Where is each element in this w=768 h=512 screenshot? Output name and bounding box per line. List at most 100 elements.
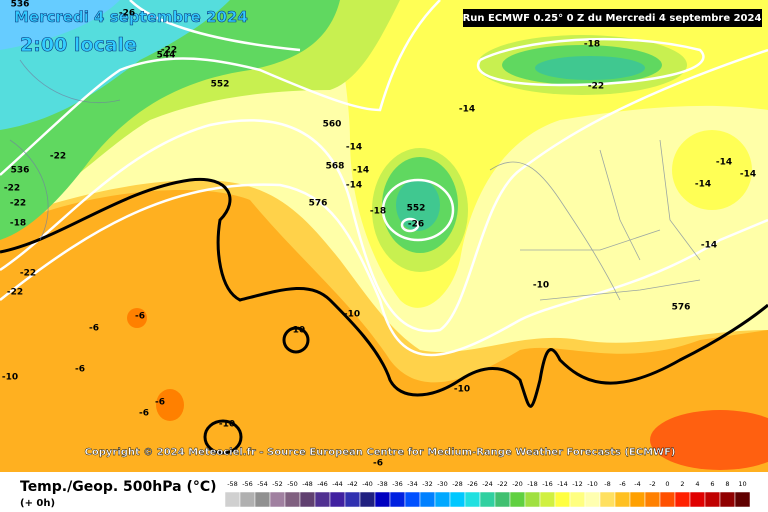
legend-swatch xyxy=(734,491,751,508)
legend-swatch xyxy=(299,491,316,508)
legend-swatch xyxy=(359,491,376,508)
contour-label: 568 xyxy=(326,162,345,172)
legend-label: -58 xyxy=(227,480,238,488)
contour-label: -22 xyxy=(161,46,177,56)
contour-label: -10 xyxy=(454,385,470,395)
date-label: Mercredi 4 septembre 2024 xyxy=(14,8,248,26)
legend-swatch xyxy=(239,491,256,508)
contour-label: -18 xyxy=(10,219,26,229)
contour-label: -14 xyxy=(346,181,362,191)
legend-swatch xyxy=(314,491,331,508)
color-legend: -58 -56 -54 -52 -50 -48 -46 -44 -42 -40 -38 -36 -34-… xyxy=(224,480,751,508)
legend-swatch xyxy=(449,491,466,508)
legend-label: -24 xyxy=(482,480,493,488)
legend-swatch xyxy=(344,491,361,508)
legend-label: -26 xyxy=(467,480,478,488)
legend-swatch xyxy=(539,491,556,508)
legend-label: 4 xyxy=(695,480,699,488)
contour-label: 576 xyxy=(309,199,328,209)
contour-label: 536 xyxy=(11,166,30,176)
legend-label: -48 xyxy=(302,480,313,488)
contour-label: -10 xyxy=(289,326,305,336)
legend-swatch xyxy=(584,491,601,508)
contour-label: -14 xyxy=(716,158,732,168)
legend-label: -6 xyxy=(619,480,625,488)
time-label: 2:00 locale xyxy=(20,34,137,56)
legend-swatch xyxy=(404,491,421,508)
footer-step: (+ 0h) xyxy=(20,498,55,509)
legend-swatch xyxy=(494,491,511,508)
contour-lines xyxy=(0,0,768,357)
footer-title: Temp./Geop. 500hPa (°C) xyxy=(20,479,217,495)
legend-swatch xyxy=(554,491,571,508)
legend-swatch xyxy=(644,491,661,508)
contour-label: -26 xyxy=(408,220,424,230)
contour-label: 552 xyxy=(407,204,426,214)
legend-label: -8 xyxy=(604,480,610,488)
legend-label: -2 xyxy=(649,480,655,488)
legend-label: -4 xyxy=(634,480,640,488)
contour-label: -22 xyxy=(4,184,20,194)
legend-swatch xyxy=(434,491,451,508)
contour-label: -10 xyxy=(533,281,549,291)
contour-label: -14 xyxy=(740,170,756,180)
contour-label: -22 xyxy=(7,288,23,298)
contour-label: -14 xyxy=(695,180,711,190)
borders xyxy=(9,59,701,301)
contour-label: -10 xyxy=(344,310,360,320)
legend-swatch xyxy=(374,491,391,508)
legend-label: -46 xyxy=(317,480,328,488)
run-label: Run ECMWF 0.25° 0 Z du Mercredi 4 septem… xyxy=(463,13,762,24)
legend-swatch xyxy=(254,491,271,508)
legend-label: -22 xyxy=(497,480,508,488)
contour-label: -14 xyxy=(701,241,717,251)
contour-label: -22 xyxy=(20,269,36,279)
contour-labels: -26544-22552536536-22-22-22-18-22-22560-… xyxy=(2,0,756,469)
legend-label: -18 xyxy=(527,480,538,488)
contour-label: -6 xyxy=(75,365,85,375)
legend-label: -50 xyxy=(287,480,298,488)
legend-swatch xyxy=(389,491,406,508)
contour-label: -6 xyxy=(135,312,145,322)
legend-swatch xyxy=(674,491,691,508)
legend-label: 8 xyxy=(725,480,729,488)
legend-label: -20 xyxy=(512,480,523,488)
contour-label: -18 xyxy=(370,207,386,217)
contour-label: -22 xyxy=(588,82,604,92)
run-box xyxy=(463,9,762,27)
contour-label: -6 xyxy=(89,324,99,334)
legend-label: -30 xyxy=(437,480,448,488)
legend-label: -44 xyxy=(332,480,343,488)
contour-label: 536 xyxy=(11,0,30,10)
contour-label: -14 xyxy=(459,105,475,115)
contour-label: 552 xyxy=(211,80,230,90)
legend-swatch xyxy=(704,491,721,508)
copyright: Copyright © 2024 Meteociel.fr - Source E… xyxy=(85,447,676,458)
legend-label: -28 xyxy=(452,480,463,488)
legend-label: -56 xyxy=(242,480,253,488)
contour-label: -26 xyxy=(119,9,135,19)
legend-swatch xyxy=(659,491,676,508)
legend-swatch xyxy=(569,491,586,508)
legend-label: -34 xyxy=(407,480,418,488)
legend-label: -36 xyxy=(392,480,403,488)
contour-label: 544 xyxy=(157,51,176,61)
legend-label: -54 xyxy=(257,480,268,488)
legend-label: 0 xyxy=(665,480,669,488)
contour-label: -22 xyxy=(10,199,26,209)
contour-label: -6 xyxy=(155,398,165,408)
contour-label: -14 xyxy=(346,143,362,153)
contour-label: -14 xyxy=(353,166,369,176)
legend-swatch xyxy=(464,491,481,508)
legend-swatch xyxy=(599,491,616,508)
legend-label: -14 xyxy=(557,480,568,488)
contour-label: -10 xyxy=(219,420,235,430)
legend-label: 6 xyxy=(710,480,714,488)
legend-swatch xyxy=(224,491,241,508)
contour-label: 576 xyxy=(672,303,691,313)
legend-swatch xyxy=(689,491,706,508)
legend-label: -32 xyxy=(422,480,433,488)
legend-swatch xyxy=(524,491,541,508)
